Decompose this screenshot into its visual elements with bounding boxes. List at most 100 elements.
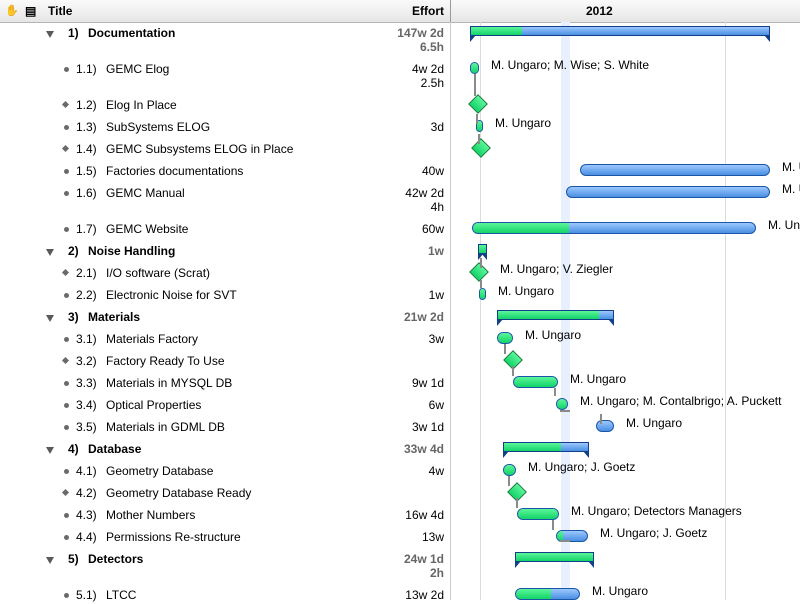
- task-bar[interactable]: [517, 508, 559, 520]
- disclosure-triangle-icon[interactable]: [46, 249, 54, 256]
- task-number: 5.1): [76, 588, 97, 602]
- task-bar[interactable]: [556, 398, 568, 410]
- milestone-diamond[interactable]: [468, 94, 488, 114]
- group-row[interactable]: 5) Detectors 24w 1d 2h: [0, 552, 450, 582]
- task-row[interactable]: 4.4) Permissions Re-structure 13w: [0, 530, 450, 546]
- task-title[interactable]: Electronic Noise for SVT: [106, 288, 237, 302]
- title-column-header[interactable]: Title: [48, 4, 73, 18]
- summary-bar[interactable]: [515, 552, 594, 568]
- task-title[interactable]: Factories documentations: [106, 164, 244, 178]
- task-effort: 9w 1d: [411, 376, 444, 390]
- task-row[interactable]: 3.4) Optical Properties 6w: [0, 398, 450, 414]
- task-row[interactable]: 1.5) Factories documentations 40w: [0, 164, 450, 180]
- task-row[interactable]: 2.2) Electronic Noise for SVT 1w: [0, 288, 450, 304]
- task-bar[interactable]: [515, 588, 580, 600]
- task-bar[interactable]: [497, 332, 513, 344]
- task-title[interactable]: LTCC: [106, 588, 137, 602]
- resource-label: M. Ungaro: [626, 416, 683, 430]
- task-title[interactable]: Factory Ready To Use: [106, 354, 225, 368]
- group-row[interactable]: 2) Noise Handling 1w: [0, 244, 450, 260]
- outline-gantt-separator[interactable]: [450, 22, 451, 600]
- task-number: 4): [68, 442, 79, 456]
- task-row[interactable]: 3.2) Factory Ready To Use: [0, 354, 450, 370]
- task-number: 3.2): [76, 354, 97, 368]
- task-number: 3): [68, 310, 79, 324]
- summary-cap: [481, 253, 487, 260]
- disclosure-triangle-icon[interactable]: [46, 557, 54, 564]
- dependency-line: [480, 258, 482, 268]
- task-row[interactable]: 1.7) GEMC Website 60w: [0, 222, 450, 238]
- summary-bar[interactable]: [478, 244, 487, 260]
- task-number: 1.4): [76, 142, 97, 156]
- task-effort: 3d: [430, 120, 444, 134]
- task-row[interactable]: 1.4) GEMC Subsystems ELOG in Place: [0, 142, 450, 158]
- task-title[interactable]: Materials Factory: [106, 332, 199, 346]
- notes-icon[interactable]: ▤: [25, 4, 37, 18]
- task-title[interactable]: Elog In Place: [106, 98, 177, 112]
- task-bar[interactable]: [472, 222, 756, 234]
- task-title[interactable]: SubSystems ELOG: [106, 120, 211, 134]
- disclosure-triangle-icon[interactable]: [46, 315, 54, 322]
- task-bar[interactable]: [470, 62, 479, 74]
- task-title[interactable]: Materials in GDML DB: [106, 420, 225, 434]
- task-row[interactable]: 4.2) Geometry Database Ready: [0, 486, 450, 502]
- milestone-diamond[interactable]: [471, 138, 491, 158]
- task-title[interactable]: GEMC Elog: [106, 62, 170, 76]
- task-bar[interactable]: [479, 288, 486, 300]
- summary-progress: [479, 245, 486, 253]
- task-row[interactable]: 2.1) I/O software (Scrat): [0, 266, 450, 282]
- task-title[interactable]: GEMC Website: [106, 222, 189, 236]
- task-title[interactable]: Noise Handling: [88, 244, 176, 258]
- task-bar[interactable]: [556, 530, 588, 542]
- task-row[interactable]: 3.5) Materials in GDML DB 3w 1d: [0, 420, 450, 436]
- task-title[interactable]: Geometry Database: [106, 464, 214, 478]
- task-title[interactable]: I/O software (Scrat): [106, 266, 211, 280]
- hand-icon[interactable]: ✋: [5, 5, 19, 17]
- group-row[interactable]: 3) Materials 21w 2d: [0, 310, 450, 326]
- task-title[interactable]: Optical Properties: [106, 398, 202, 412]
- group-row[interactable]: 1) Documentation 147w 2d 6.5h: [0, 26, 450, 56]
- task-bar[interactable]: [580, 164, 770, 176]
- task-title[interactable]: Geometry Database Ready: [106, 486, 252, 500]
- resource-label: M. Ungaro: [570, 372, 627, 386]
- summary-bar[interactable]: [470, 26, 770, 42]
- task-title[interactable]: GEMC Subsystems ELOG in Place: [106, 142, 294, 156]
- task-title[interactable]: Database: [88, 442, 142, 456]
- group-row[interactable]: 4) Database 33w 4d: [0, 442, 450, 458]
- task-number: 3.3): [76, 376, 97, 390]
- task-title[interactable]: Detectors: [88, 552, 144, 566]
- summary-bar[interactable]: [497, 310, 614, 326]
- task-progress: [518, 509, 558, 519]
- task-bar[interactable]: [513, 376, 558, 388]
- task-row[interactable]: 1.3) SubSystems ELOG 3d: [0, 120, 450, 136]
- task-title[interactable]: Mother Numbers: [106, 508, 196, 522]
- task-title[interactable]: Documentation: [88, 26, 176, 40]
- task-row[interactable]: 5.1) LTCC 13w 2d: [0, 588, 450, 604]
- disclosure-triangle-icon[interactable]: [46, 31, 54, 38]
- task-row[interactable]: 4.1) Geometry Database 4w: [0, 464, 450, 480]
- task-bar[interactable]: [503, 464, 516, 476]
- milestone-diamond[interactable]: [469, 262, 489, 282]
- task-bar[interactable]: [566, 186, 770, 198]
- task-title[interactable]: Permissions Re-structure: [106, 530, 241, 544]
- disclosure-triangle-icon[interactable]: [46, 447, 54, 454]
- header-divider[interactable]: [450, 0, 451, 22]
- task-title[interactable]: Materials: [88, 310, 141, 324]
- resource-label: M. Ungaro; M. Contalbrigo; A. Puckett: [580, 394, 782, 408]
- task-row[interactable]: 1.2) Elog In Place: [0, 98, 450, 114]
- task-bar[interactable]: [476, 120, 483, 132]
- dependency-line: [560, 540, 570, 542]
- summary-bar[interactable]: [503, 442, 589, 458]
- task-row[interactable]: 1.6) GEMC Manual 42w 2d 4h: [0, 186, 450, 216]
- milestone-bullet-icon: [61, 356, 70, 365]
- task-row[interactable]: 3.3) Materials in MYSQL DB 9w 1d: [0, 376, 450, 392]
- dependency-line: [508, 476, 510, 486]
- task-row[interactable]: 4.3) Mother Numbers 16w 4d: [0, 508, 450, 524]
- task-row[interactable]: 3.1) Materials Factory 3w: [0, 332, 450, 348]
- effort-column-header[interactable]: Effort: [412, 4, 444, 18]
- task-bar[interactable]: [596, 420, 614, 432]
- task-row[interactable]: 1.1) GEMC Elog 4w 2d 2.5h: [0, 62, 450, 92]
- task-title[interactable]: Materials in MYSQL DB: [106, 376, 233, 390]
- task-title[interactable]: GEMC Manual: [106, 186, 185, 200]
- task-effort: 33w 4d: [403, 442, 444, 456]
